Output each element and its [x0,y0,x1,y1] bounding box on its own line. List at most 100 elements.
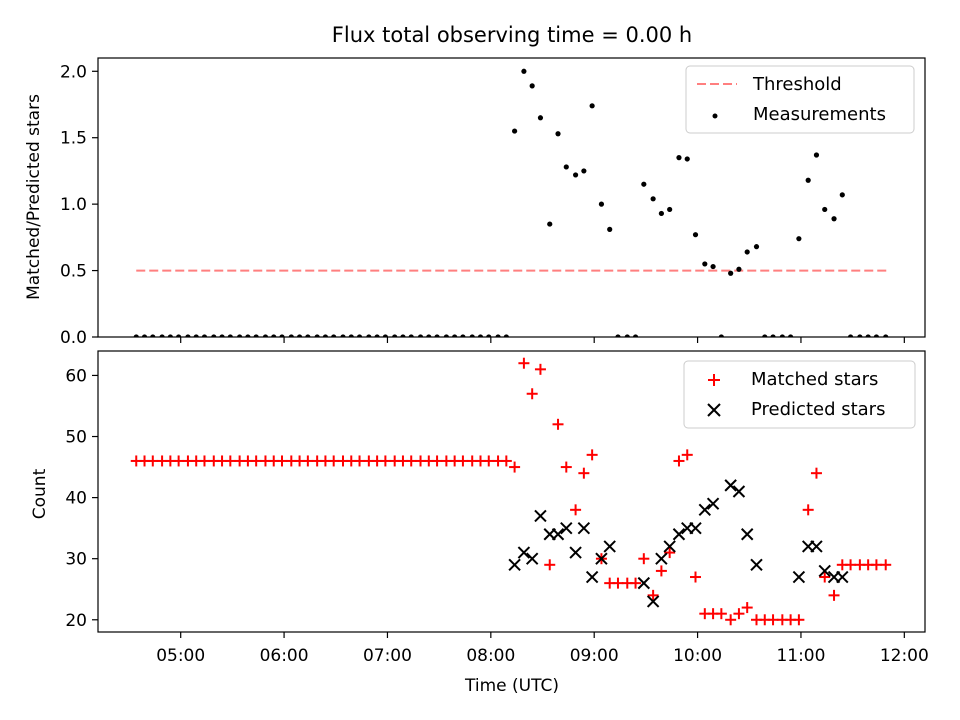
measurements-point [262,334,269,337]
predicted-stars-point [603,540,616,553]
measurements-point [150,334,156,337]
measurements-point [185,334,191,337]
bottom-plot-frame [97,350,926,633]
matched-stars-point [690,571,702,583]
top-y-tick-label: 0.0 [60,328,87,348]
measurements-point [581,168,587,174]
measurements-point [641,181,647,187]
measurements-point [563,164,569,170]
predicted-stars-point [517,546,531,559]
predicted-stars-point [569,546,582,559]
measurements-point [779,334,785,337]
legend-predicted-stars-swatch [707,403,721,417]
predicted-stars-point [732,485,746,498]
predicted-stars-point [810,540,823,553]
measurements-point [340,334,346,337]
measurements-point [589,103,595,109]
measurements-point [503,334,509,337]
measurements-point [366,334,372,337]
measurements-point [805,177,811,183]
measurements-point [547,221,553,227]
top-plot-frame [97,57,926,338]
matched-stars-point [328,455,340,467]
measurements-point [141,334,148,337]
measurements-point [572,172,579,178]
measurements-point [753,244,760,250]
matched-stars-point [880,559,892,571]
x-tick-label: 09:00 [570,646,619,666]
matched-stars-point [870,559,882,571]
matched-stars-point [560,461,572,473]
bottom-plot-panel: 20 30 40 50 60 05:00 06:00 07:00 08:00 09:00 10:00… [65,350,929,666]
measurements-point [555,131,561,137]
measurements-point [279,334,285,337]
measurements-point [245,334,251,337]
predicted-stars-point [551,528,565,541]
matched-stars-point [828,589,840,601]
measurements-point [477,334,484,337]
matched-stars-point [500,455,512,467]
measurements-point [537,115,544,121]
measurements-point [400,334,406,337]
measurements-point [495,334,501,337]
predicted-stars-point [534,509,547,523]
top-legend: Threshold Measurements [685,65,915,134]
bottom-y-tick-label: 40 [65,489,87,509]
measurements-point [443,334,449,337]
matched-stars-point [483,455,495,467]
matched-stars-point [198,455,210,467]
measurements-point [865,334,871,337]
measurements-point [598,201,605,207]
measurements-point [676,155,682,161]
measurements-point [305,334,311,337]
predicted-stars-point [577,521,591,535]
matched-stars-point [741,602,753,614]
measurements-point [159,334,165,337]
measurements-point [426,334,432,337]
matched-stars-point [647,589,659,601]
x-tick-label: 10:00 [673,646,722,666]
measurements-point [788,334,794,337]
matched-stars-point [544,559,556,571]
top-plot-y-axis-label: Matched/Predicted stars [24,94,44,300]
predicted-stars-point [740,528,754,541]
matched-stars-point [302,455,314,467]
top-legend-box [685,65,915,134]
predicted-stars-point [792,570,806,584]
measurements-point [847,334,854,337]
measurements-point [615,334,621,337]
matched-stars-point [509,461,521,473]
x-tick-label: 07:00 [363,646,412,666]
top-y-tick-label: 0.5 [60,262,87,282]
measurements-point [237,334,243,337]
matched-stars-point [725,614,737,626]
x-tick-label: 06:00 [260,646,309,666]
x-tick-label: 05:00 [156,646,205,666]
x-axis-label: Time (UTC) [464,676,559,696]
matched-stars-point [802,504,814,516]
predicted-stars-point [525,552,539,565]
top-plot-panel: 0.0 0.5 1.0 1.5 2.0 [60,57,926,348]
legend-matched-stars-label: Matched stars [751,369,878,390]
predicted-stars-point [560,521,573,535]
measurements-point [271,334,277,337]
matched-stars-point [250,455,262,467]
matched-stars-point [379,455,391,467]
x-tick-label: 08:00 [466,646,515,666]
bottom-y-tick-label: 30 [65,550,87,570]
measurements-point [408,334,414,337]
legend-measurements-swatch [712,113,718,119]
measurements-point [314,334,320,337]
matched-stars-point [733,608,745,620]
measurements-point [650,196,656,202]
measurements-point [392,334,398,337]
predicted-stars-point [646,595,660,608]
matched-stars-point [518,357,530,369]
bottom-legend-box [683,360,916,429]
predicted-stars-point [585,570,599,584]
measurements-point [883,334,889,337]
legend-measurements-label: Measurements [753,104,886,125]
measurements-point [288,334,294,337]
matched-stars-point [612,577,624,589]
